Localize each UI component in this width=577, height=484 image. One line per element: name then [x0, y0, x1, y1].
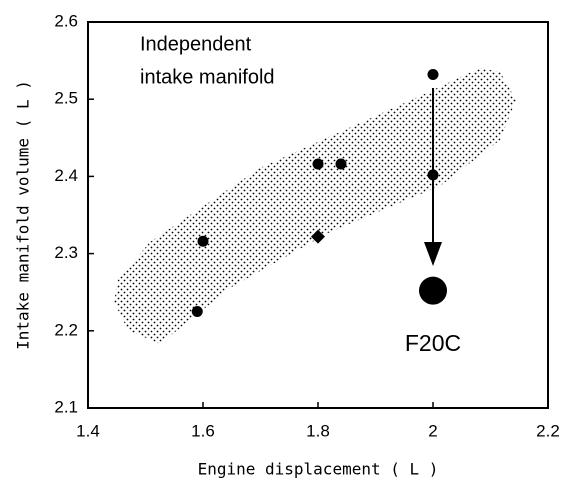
y-tick-label: 2.4 — [54, 166, 78, 185]
annotation: intake manifold — [140, 66, 275, 88]
point — [191, 306, 203, 317]
point — [427, 169, 439, 181]
y-tick-label: 2.1 — [54, 397, 78, 416]
x-tick-label: 1.6 — [191, 421, 215, 440]
annotation: F20C — [405, 330, 461, 356]
x-tick-label: 1.4 — [76, 421, 100, 440]
point — [197, 235, 209, 247]
point — [419, 276, 447, 305]
y-axis-label: Intake manifold volume ( L ) — [14, 80, 33, 350]
point — [427, 68, 439, 80]
point — [311, 229, 325, 244]
point — [312, 158, 324, 170]
x-tick-label: 2 — [428, 421, 437, 440]
y-tick-label: 2.2 — [54, 320, 78, 339]
y-tick-label: 2.5 — [54, 89, 78, 108]
shaded-region — [114, 68, 516, 344]
y-tick-label: 2.3 — [54, 243, 78, 262]
x-tick-label: 2.2 — [536, 421, 560, 440]
point — [335, 158, 347, 170]
y-tick-label: 2.6 — [54, 11, 78, 30]
x-axis-label: Engine displacement ( L ) — [198, 460, 439, 479]
x-tick-label: 1.8 — [306, 421, 330, 440]
annotation: Independent — [140, 33, 252, 55]
arrow-head — [424, 242, 442, 266]
